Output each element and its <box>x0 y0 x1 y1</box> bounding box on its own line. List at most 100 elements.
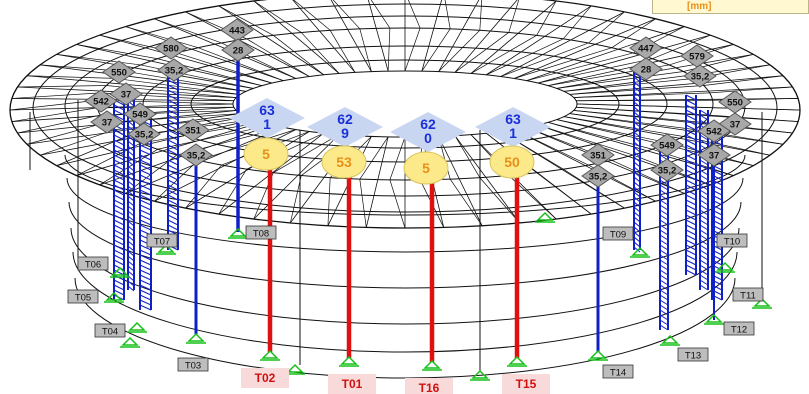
column-brace <box>700 175 708 180</box>
badge-value: 37 <box>121 90 132 101</box>
truss-diagonal <box>154 19 221 43</box>
column-brace <box>700 275 708 280</box>
badge-value: 5 <box>262 146 270 162</box>
truss-diagonal <box>704 76 783 86</box>
column-brace <box>700 265 708 270</box>
tower-label: T06 <box>78 257 108 271</box>
badge-value: 351 <box>185 126 202 137</box>
badge-value: 37 <box>709 151 720 162</box>
truss-radial <box>439 136 483 225</box>
badge-value: 542 <box>93 97 109 108</box>
badge-value: 351 <box>590 151 607 162</box>
column-brace <box>114 135 124 140</box>
truss-diagonal <box>328 178 330 226</box>
lattice-column <box>140 120 151 310</box>
column-brace <box>686 210 696 215</box>
support-icon <box>120 338 140 347</box>
badge-value: 28 <box>233 46 244 57</box>
tower-label-text: T02 <box>255 371 276 385</box>
tower-label: T12 <box>724 322 754 336</box>
column-brace <box>700 200 708 205</box>
yellow-value-badge: 50 <box>490 146 534 178</box>
truss-diagonal <box>450 179 482 226</box>
truss-radial <box>455 0 520 72</box>
badge-value: 35,2 <box>589 172 608 183</box>
truss-diagonal <box>455 32 509 72</box>
column-brace <box>140 145 151 150</box>
badge-value: 550 <box>111 68 127 79</box>
badge-value: 550 <box>727 98 743 109</box>
column-brace <box>686 180 696 185</box>
column-brace <box>114 210 124 215</box>
column-brace <box>700 285 708 290</box>
column-brace <box>140 260 151 265</box>
column-brace <box>140 150 151 155</box>
support-triangle <box>123 338 137 345</box>
badge-value: 579 <box>689 52 705 63</box>
tower-label: T02 <box>241 368 289 388</box>
grey-value-badge: 550 <box>103 61 135 83</box>
column-brace <box>660 290 668 295</box>
tower-label: T16 <box>405 378 453 394</box>
support-icon <box>186 334 206 343</box>
badge-value: 28 <box>641 65 652 76</box>
grey-value-badge: 35,2 <box>582 165 614 187</box>
column-brace <box>660 305 668 310</box>
supports <box>104 213 772 380</box>
column-brace <box>660 245 668 250</box>
tower-label: T03 <box>178 358 208 372</box>
column-brace <box>700 210 708 215</box>
column-brace <box>114 235 124 240</box>
truss-diagonal <box>273 35 324 75</box>
truss-diagonal <box>710 115 798 121</box>
column-brace <box>700 250 708 255</box>
truss-diagonal <box>301 32 339 73</box>
column-brace <box>686 205 696 210</box>
column-brace <box>686 195 696 200</box>
column-brace <box>140 270 151 275</box>
column-brace <box>660 260 668 265</box>
badge-value: 447 <box>638 44 654 55</box>
column-brace <box>140 170 151 175</box>
tower-label: T14 <box>603 365 633 379</box>
column-brace <box>140 200 151 205</box>
column-brace <box>140 215 151 220</box>
column-brace <box>700 245 708 250</box>
tower-label-text: T04 <box>102 327 118 338</box>
support-triangle <box>510 357 524 364</box>
column-brace <box>660 220 668 225</box>
tower-label-text: T15 <box>516 377 537 391</box>
column-brace <box>114 220 124 225</box>
column-brace <box>686 235 696 240</box>
truss-diagonal <box>509 0 520 32</box>
column-brace <box>700 190 708 195</box>
column-brace <box>686 200 696 205</box>
column-brace <box>686 255 696 260</box>
column-brace <box>686 175 696 180</box>
column-brace <box>168 175 178 180</box>
grey-value-badge: 550 <box>719 91 751 113</box>
grey-value-badge: 580 <box>155 37 187 59</box>
tower-label: T09 <box>603 227 633 241</box>
support-triangle <box>130 323 144 330</box>
column-brace <box>660 230 668 235</box>
column-brace <box>660 240 668 245</box>
truss-radial <box>366 137 388 228</box>
column-brace <box>114 225 124 230</box>
tower-label-text: T01 <box>342 377 363 391</box>
truss-diagonal <box>570 86 704 95</box>
column-brace <box>168 215 178 220</box>
column-brace <box>168 165 178 170</box>
truss-diagonal <box>18 86 107 87</box>
column-brace <box>686 260 696 265</box>
tower-label-text: T11 <box>740 291 756 302</box>
support-icon <box>422 361 442 370</box>
badge-value: 35,2 <box>187 151 206 162</box>
column-brace <box>114 165 124 170</box>
grey-value-badge: 443 <box>221 19 253 41</box>
blue-value-badge: 62 0 <box>390 112 466 152</box>
support-triangle <box>342 357 356 364</box>
column-brace <box>686 115 696 120</box>
column-brace <box>700 280 708 285</box>
